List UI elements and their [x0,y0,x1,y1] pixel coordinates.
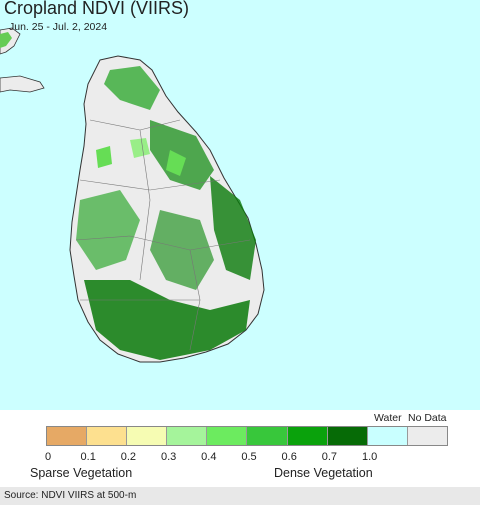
legend-swatch [247,427,288,445]
legend-swatch [87,427,128,445]
legend-swatch [207,427,248,445]
india-coast-greenery [0,32,12,48]
legend-swatch [127,427,168,445]
map-area: Cropland NDVI (VIIRS) Jun. 25 - Jul. 2, … [0,0,480,410]
legend-tick-labels: 0 0.1 0.2 0.3 0.4 0.5 0.6 0.7 1.0 [0,451,480,465]
district-boundaries [75,119,251,351]
water-label: Water [374,412,402,424]
legend-swatch [167,427,208,445]
india-coast-lower [0,75,45,93]
legend-tick-label: 0.4 [201,451,217,463]
legend-swatch [47,427,88,445]
map-subtitle: Jun. 25 - Jul. 2, 2024 [9,21,108,33]
legend-tick-label: 0.6 [281,451,297,463]
legend-tick-label: 0.1 [80,451,96,463]
map-title: Cropland NDVI (VIIRS) [4,0,190,18]
legend-top-labels: Water No Data [0,412,480,426]
source-text: Source: NDVI VIIRS at 500-m [4,490,137,501]
legend-swatch [287,427,328,445]
nodata-label: No Data [408,412,447,424]
source-footer: Source: NDVI VIIRS at 500-m [0,487,480,505]
dense-vegetation-label: Dense Vegetation [274,466,373,480]
sri-lanka-map [0,27,265,363]
sparse-vegetation-label: Sparse Vegetation [30,466,133,480]
legend-tick-label: 0.5 [241,451,257,463]
legend-tick-label: 0 [44,451,52,463]
legend-tick-label: 1.0 [361,451,378,463]
legend-color-bar [46,426,448,446]
legend-swatch [407,427,447,445]
legend-tick-label: 0.3 [160,451,177,463]
legend-swatch [367,427,408,445]
legend-tick-label: 0.2 [120,451,137,463]
legend-tick-label: 0.7 [321,451,338,463]
legend-swatch [327,427,368,445]
